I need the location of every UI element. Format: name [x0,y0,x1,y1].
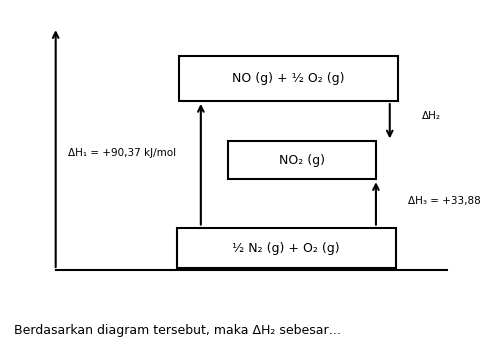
Text: Berdasarkan diagram tersebut, maka ΔH₂ sebesar…: Berdasarkan diagram tersebut, maka ΔH₂ s… [14,324,342,337]
Text: NO (g) + ½ O₂ (g): NO (g) + ½ O₂ (g) [232,72,345,85]
Text: ½ N₂ (g) + O₂ (g): ½ N₂ (g) + O₂ (g) [232,241,340,255]
Text: NO₂ (g): NO₂ (g) [279,154,325,167]
Text: ΔH₃ = +33,88 kJ/mol: ΔH₃ = +33,88 kJ/mol [408,196,480,206]
Text: ΔH₂: ΔH₂ [422,112,441,121]
FancyBboxPatch shape [177,227,396,269]
FancyBboxPatch shape [179,56,398,101]
FancyBboxPatch shape [228,141,376,179]
Text: ΔH₁ = +90,37 kJ/mol: ΔH₁ = +90,37 kJ/mol [69,148,177,158]
